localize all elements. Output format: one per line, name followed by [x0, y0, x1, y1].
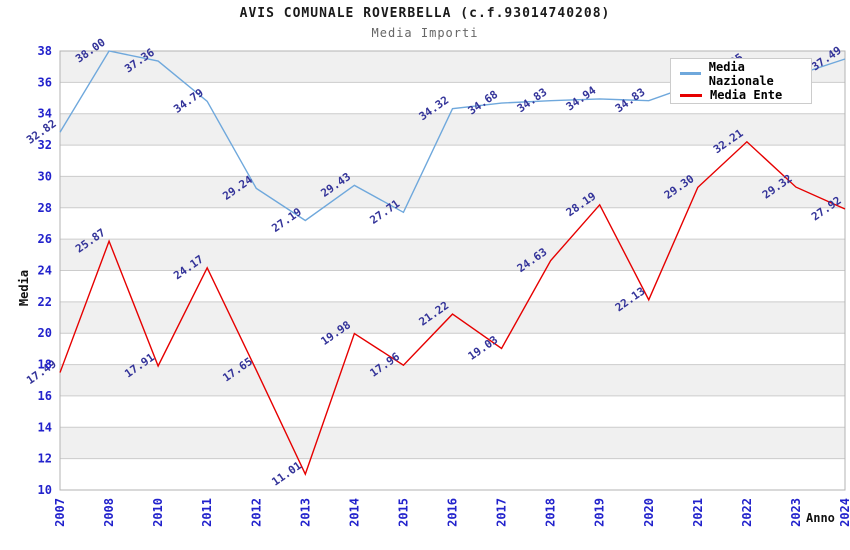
- x-tick-label: 2015: [396, 498, 410, 527]
- y-tick-label: 22: [38, 295, 52, 309]
- x-tick-label: 2016: [446, 498, 460, 527]
- x-tick-label: 2021: [691, 498, 705, 527]
- plot-border: [59, 50, 846, 491]
- grid-band: [60, 364, 845, 396]
- x-tick-label: 2017: [495, 498, 509, 527]
- x-tick-label: 2013: [298, 498, 312, 527]
- chart-title: AVIS COMUNALE ROVERBELLA (c.f.9301474020…: [239, 6, 611, 21]
- x-axis-title: Anno: [806, 511, 835, 525]
- x-tick-label: 2018: [544, 498, 558, 527]
- grid-band: [60, 427, 845, 459]
- y-tick-label: 32: [38, 138, 52, 152]
- y-tick-label: 28: [38, 201, 52, 215]
- y-tick-label: 30: [38, 169, 52, 183]
- x-tick-label: 2022: [740, 498, 754, 527]
- x-tick-label: 2019: [593, 498, 607, 527]
- legend: Media Nazionale Media Ente: [670, 58, 812, 104]
- grid-band: [60, 301, 845, 334]
- legend-label-media-ente: Media Ente: [710, 88, 783, 103]
- x-tick-label: 2014: [347, 498, 361, 527]
- legend-swatch-media-ente: [680, 93, 702, 97]
- y-tick-label: 18: [38, 358, 52, 372]
- y-tick-label: 24: [38, 264, 52, 278]
- data-label-media-ente: 11.01: [269, 459, 304, 489]
- data-label-media-nazionale: 34.79: [171, 86, 206, 116]
- x-tick-label: 2007: [53, 498, 67, 527]
- y-tick-label: 34: [38, 107, 52, 121]
- data-label-media-nazionale: 27.19: [269, 205, 304, 235]
- x-tick-label: 2011: [200, 498, 214, 527]
- x-tick-label: 2020: [642, 498, 656, 527]
- data-label-media-nazionale: 34.68: [466, 88, 501, 118]
- legend-swatch-media-nazionale: [680, 72, 701, 76]
- data-label-media-ente: 19.03: [466, 333, 501, 363]
- grid-band: [60, 176, 845, 208]
- y-axis-title: Media: [17, 269, 31, 307]
- y-tick-label: 10: [38, 483, 52, 497]
- legend-label-media-nazionale: Media Nazionale: [708, 59, 774, 88]
- x-tick-label: 2023: [789, 498, 803, 527]
- x-tick-label: 2024: [838, 498, 850, 527]
- y-tick-label: 26: [38, 232, 52, 246]
- grid-band: [60, 113, 845, 146]
- legend-item-media-nazionale: Media Nazionale: [680, 60, 811, 88]
- grid-band: [60, 239, 845, 271]
- y-tick-label: 14: [38, 420, 52, 434]
- x-tick-label: 2012: [249, 498, 263, 527]
- chart-subtitle: Media Importi: [371, 26, 479, 40]
- y-tick-label: 36: [38, 75, 52, 89]
- y-tick-label: 38: [38, 44, 52, 58]
- x-tick-label: 2010: [151, 498, 165, 527]
- series-line-media-ente: [59, 140, 846, 477]
- y-tick-label: 12: [38, 452, 52, 466]
- legend-item-media-ente: Media Ente: [680, 88, 811, 102]
- y-tick-label: 20: [38, 326, 52, 340]
- y-tick-label: 16: [38, 389, 52, 403]
- x-tick-label: 2008: [102, 498, 116, 527]
